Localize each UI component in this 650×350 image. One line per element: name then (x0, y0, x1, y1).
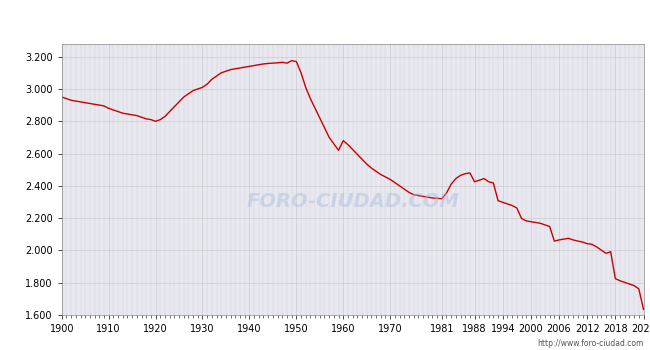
Text: FORO-CIUDAD.COM: FORO-CIUDAD.COM (246, 191, 459, 211)
Text: Piedrahita (Municipio) - Evolucion del numero de Habitantes: Piedrahita (Municipio) - Evolucion del n… (124, 14, 526, 27)
Text: http://www.foro-ciudad.com: http://www.foro-ciudad.com (537, 339, 644, 348)
